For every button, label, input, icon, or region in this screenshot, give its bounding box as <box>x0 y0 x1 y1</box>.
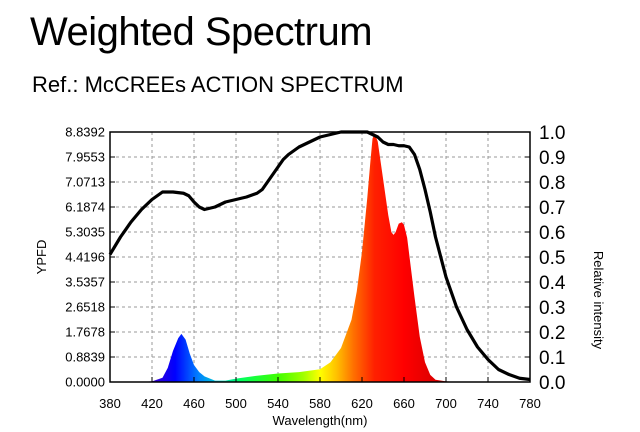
y2-tick-label: 0.6 <box>539 223 565 244</box>
y2-tick-label: 0.3 <box>539 298 565 319</box>
x-tick-label: 620 <box>351 396 373 411</box>
x-tick-label: 660 <box>393 396 415 411</box>
y2-tick-label: 0.8 <box>539 173 565 194</box>
y-axis-ticks: 0.0000 0.8839 1.7678 2.6518 3.5357 4.4196 5.30… <box>65 125 115 390</box>
y-tick-label: 5.3035 <box>65 225 105 240</box>
x-tick-label: 780 <box>519 396 541 411</box>
x-tick-label: 700 <box>435 396 457 411</box>
x-tick-label: 460 <box>183 396 205 411</box>
chart-title: Weighted Spectrum <box>30 10 373 54</box>
x-tick-label: 420 <box>141 396 163 411</box>
x-tick-label: 380 <box>99 396 121 411</box>
y-tick-label: 2.6518 <box>65 300 105 315</box>
y2-tick-label: 0.5 <box>539 248 565 269</box>
y2-tick-label: 0.4 <box>539 273 566 294</box>
y-tick-label: 1.7678 <box>65 325 105 340</box>
y-tick-label: 0.8839 <box>65 350 105 365</box>
grid-lines <box>110 132 530 382</box>
y-tick-label: 7.0713 <box>65 175 105 190</box>
y2-axis-label: Relative intensity <box>591 251 606 350</box>
y2-tick-label: 0.2 <box>539 323 565 344</box>
y-tick-label: 0.0000 <box>65 375 105 390</box>
x-tick-label: 540 <box>267 396 289 411</box>
y-tick-label: 8.8392 <box>65 125 105 140</box>
y2-tick-label: 0.0 <box>539 373 565 394</box>
chart-subtitle: Ref.: McCREEs ACTION SPECTRUM <box>32 72 404 97</box>
y-tick-label: 3.5357 <box>65 275 105 290</box>
y2-tick-label: 1.0 <box>539 123 565 144</box>
x-axis-ticks: 380 420 460 500 540 580 620 660 700 740 780 <box>99 377 541 411</box>
x-tick-label: 580 <box>309 396 331 411</box>
y2-tick-label: 0.1 <box>539 348 565 369</box>
relative-intensity-line <box>108 130 531 382</box>
x-axis-label: Wavelength(nm) <box>273 413 368 428</box>
y2-tick-label: 0.7 <box>539 198 565 219</box>
x-tick-label: 740 <box>477 396 499 411</box>
y2-tick-label: 0.9 <box>539 148 565 169</box>
y-tick-label: 6.1874 <box>65 200 105 215</box>
y-axis-label: YPFD <box>34 240 49 275</box>
y-tick-label: 7.9553 <box>65 150 105 165</box>
y-tick-label: 4.4196 <box>65 250 105 265</box>
y2-axis-ticks: 0.0 0.1 0.2 0.3 0.4 0.5 0.6 0.7 0.8 0.9 1.0 <box>525 123 566 394</box>
x-tick-label: 500 <box>225 396 247 411</box>
